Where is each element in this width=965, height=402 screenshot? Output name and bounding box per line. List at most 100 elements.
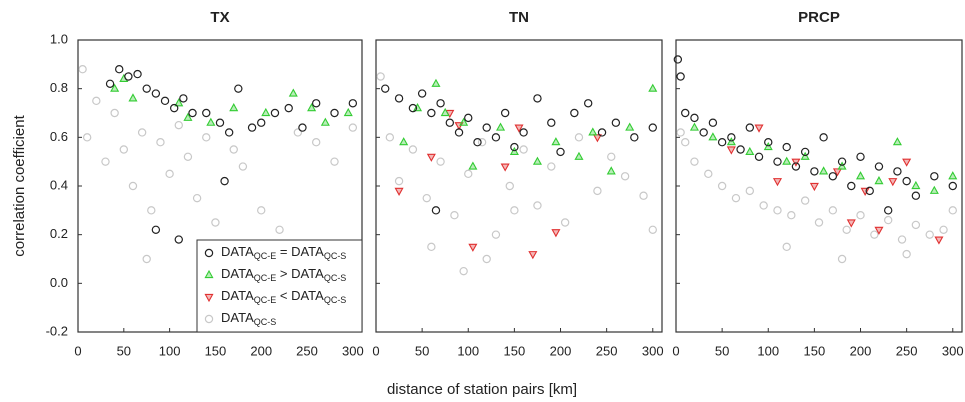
legend-marker <box>204 293 214 303</box>
x-tick-label: 0 <box>672 343 679 358</box>
point <box>842 225 851 234</box>
point <box>708 118 718 127</box>
point <box>491 133 501 142</box>
point <box>464 169 473 179</box>
x-tick-label: 100 <box>159 343 181 358</box>
point <box>819 133 828 142</box>
point <box>551 137 561 146</box>
point <box>782 242 791 252</box>
x-tick-label: 200 <box>250 343 272 358</box>
point <box>192 193 202 203</box>
point <box>547 118 556 127</box>
point <box>592 134 602 143</box>
point <box>376 72 385 81</box>
legend-text: DATA <box>221 266 254 281</box>
point <box>902 158 912 167</box>
point <box>408 145 418 154</box>
point <box>142 84 151 93</box>
point <box>270 108 280 118</box>
point <box>482 254 491 264</box>
point <box>412 103 423 112</box>
point <box>606 166 616 175</box>
y-tick-label: -0.2 <box>46 323 68 338</box>
point <box>496 122 506 131</box>
point <box>745 146 755 156</box>
y-tick-label: 0.8 <box>50 80 68 95</box>
point <box>837 157 847 166</box>
point <box>234 84 243 93</box>
point <box>477 137 487 147</box>
point <box>142 254 151 264</box>
point <box>800 147 810 157</box>
x-tick-label: 250 <box>596 343 618 358</box>
point <box>736 145 745 154</box>
point <box>717 181 727 191</box>
point <box>257 206 266 215</box>
x-tick-label: 150 <box>804 343 826 358</box>
point <box>791 162 801 171</box>
legend-text: < DATA <box>276 288 324 303</box>
point <box>673 55 683 64</box>
point <box>828 206 838 215</box>
point <box>468 161 478 170</box>
point <box>819 166 829 175</box>
point <box>690 157 699 166</box>
point <box>284 103 293 113</box>
point <box>764 137 773 147</box>
point <box>925 230 934 239</box>
point <box>459 266 468 276</box>
point <box>417 89 427 98</box>
point <box>934 236 944 245</box>
point <box>399 137 409 146</box>
point <box>800 196 810 205</box>
point <box>160 96 170 106</box>
point <box>179 94 188 103</box>
point <box>745 123 755 132</box>
point <box>745 186 755 196</box>
point <box>731 193 741 203</box>
point <box>92 96 101 106</box>
point <box>588 127 598 136</box>
point <box>865 186 874 196</box>
point <box>133 69 142 79</box>
point <box>708 132 718 141</box>
panel-title: TN <box>509 9 529 26</box>
point <box>519 145 528 154</box>
point <box>648 225 657 234</box>
point <box>593 186 602 196</box>
x-tick-label: 200 <box>550 343 572 358</box>
point <box>759 201 768 210</box>
point <box>105 79 115 89</box>
legend-marker <box>204 314 214 324</box>
point <box>611 118 621 127</box>
point <box>856 152 865 161</box>
x-tick-label: 250 <box>896 343 918 358</box>
point <box>832 168 842 177</box>
point <box>547 162 556 171</box>
legend-subscript: QC-E <box>254 295 277 305</box>
point <box>533 201 542 210</box>
point <box>846 219 856 228</box>
y-tick-label: 1.0 <box>50 31 68 46</box>
point <box>445 118 455 127</box>
point <box>206 117 216 126</box>
point <box>519 128 528 137</box>
x-tick-label: 50 <box>117 343 131 358</box>
point <box>888 178 898 187</box>
point <box>436 157 445 166</box>
legend-marker <box>204 248 214 258</box>
point <box>408 103 418 113</box>
x-tick-label: 250 <box>296 343 318 358</box>
point <box>699 128 708 137</box>
y-tick-label: 0.4 <box>50 177 68 192</box>
point <box>560 218 570 227</box>
point <box>151 89 161 98</box>
point <box>124 72 133 81</box>
point <box>551 229 561 238</box>
point <box>473 137 482 147</box>
point <box>394 94 404 103</box>
legend-label: DATAQC-S <box>221 310 276 327</box>
point <box>229 103 239 112</box>
y-axis-label: correlation coefficient <box>11 114 28 256</box>
point <box>828 172 838 181</box>
